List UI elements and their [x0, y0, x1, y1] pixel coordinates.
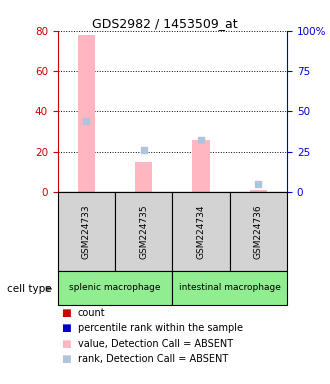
Text: rank, Detection Call = ABSENT: rank, Detection Call = ABSENT	[78, 354, 228, 364]
Bar	[250, 190, 267, 192]
Text: GDS2982 / 1453509_at: GDS2982 / 1453509_at	[92, 17, 238, 30]
Point	[198, 137, 204, 144]
Text: GSM224735: GSM224735	[139, 204, 148, 259]
Bar	[115, 192, 173, 271]
Text: cell type: cell type	[7, 284, 51, 294]
Bar	[172, 192, 230, 271]
Bar	[230, 192, 287, 271]
Text: value, Detection Call = ABSENT: value, Detection Call = ABSENT	[78, 339, 233, 349]
Text: intestinal macrophage: intestinal macrophage	[179, 283, 281, 293]
Bar	[58, 271, 173, 305]
Point	[84, 118, 89, 124]
Text: GSM224734: GSM224734	[197, 204, 206, 258]
Point	[141, 147, 147, 153]
Bar	[172, 271, 287, 305]
Bar	[58, 192, 115, 271]
Bar	[192, 140, 210, 192]
Text: percentile rank within the sample: percentile rank within the sample	[78, 323, 243, 333]
Text: GSM224736: GSM224736	[254, 204, 263, 259]
Point	[256, 181, 261, 187]
Text: ■: ■	[61, 354, 71, 364]
Bar	[135, 162, 152, 192]
Text: count: count	[78, 308, 105, 318]
Bar	[78, 35, 95, 192]
Text: GSM224733: GSM224733	[82, 204, 91, 259]
Text: ■: ■	[61, 308, 71, 318]
Text: ■: ■	[61, 323, 71, 333]
Text: ■: ■	[61, 339, 71, 349]
Text: splenic macrophage: splenic macrophage	[69, 283, 161, 293]
